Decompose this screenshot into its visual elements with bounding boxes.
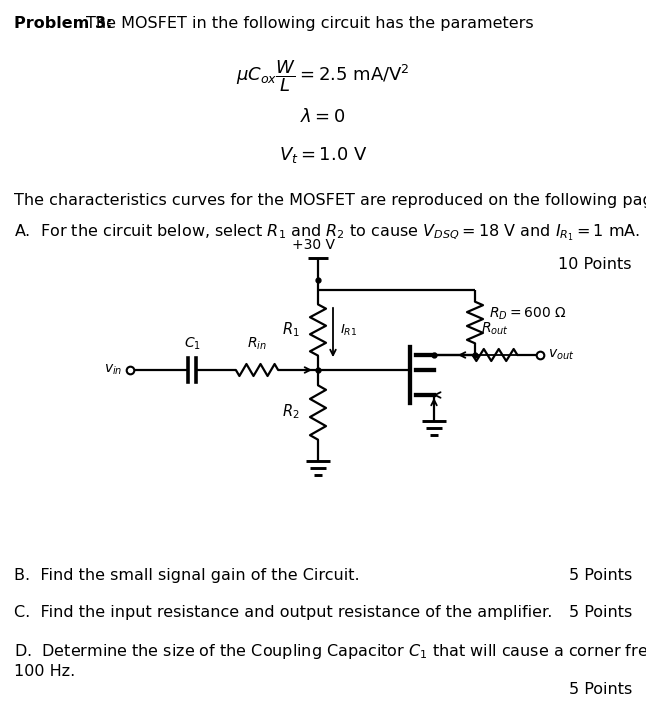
Text: 100 Hz.: 100 Hz. — [14, 664, 75, 679]
Text: The MOSFET in the following circuit has the parameters: The MOSFET in the following circuit has … — [86, 16, 534, 31]
Text: C.  Find the input resistance and output resistance of the amplifier.: C. Find the input resistance and output … — [14, 605, 552, 620]
Text: $v_{in}$: $v_{in}$ — [103, 363, 122, 377]
Text: Problem 3:: Problem 3: — [14, 16, 112, 31]
Text: $\lambda = 0$: $\lambda = 0$ — [300, 108, 346, 126]
Text: +30 V: +30 V — [291, 238, 335, 252]
Text: B.  Find the small signal gain of the Circuit.: B. Find the small signal gain of the Cir… — [14, 568, 360, 583]
Text: D.  Determine the size of the Coupling Capacitor $C_1$ that will cause a corner : D. Determine the size of the Coupling Ca… — [14, 642, 646, 661]
Text: $v_{out}$: $v_{out}$ — [548, 348, 574, 362]
Text: $V_t = 1.0\ \mathrm{V}$: $V_t = 1.0\ \mathrm{V}$ — [279, 145, 367, 165]
Text: $R_1$: $R_1$ — [282, 321, 300, 340]
Text: 5 Points: 5 Points — [568, 568, 632, 583]
Text: 10 Points: 10 Points — [559, 257, 632, 272]
Text: $R_2$: $R_2$ — [282, 403, 300, 422]
Text: $R_D = 600\ \Omega$: $R_D = 600\ \Omega$ — [489, 306, 567, 322]
Text: 5 Points: 5 Points — [568, 605, 632, 620]
Text: $R_{out}$: $R_{out}$ — [481, 321, 509, 337]
Text: $C_1$: $C_1$ — [183, 336, 200, 352]
Text: $R_{in}$: $R_{in}$ — [247, 336, 267, 352]
Text: $\mu C_{ox}\dfrac{W}{L} = 2.5\ \mathrm{mA/V^2}$: $\mu C_{ox}\dfrac{W}{L} = 2.5\ \mathrm{m… — [236, 58, 410, 94]
Text: A.  For the circuit below, select $R_1$ and $R_2$ to cause $V_{DSQ} = 18$ V and : A. For the circuit below, select $R_1$ a… — [14, 222, 640, 243]
Text: The characteristics curves for the MOSFET are reproduced on the following page.: The characteristics curves for the MOSFE… — [14, 193, 646, 208]
Text: $I_{R1}$: $I_{R1}$ — [340, 323, 357, 337]
Text: 5 Points: 5 Points — [568, 682, 632, 697]
